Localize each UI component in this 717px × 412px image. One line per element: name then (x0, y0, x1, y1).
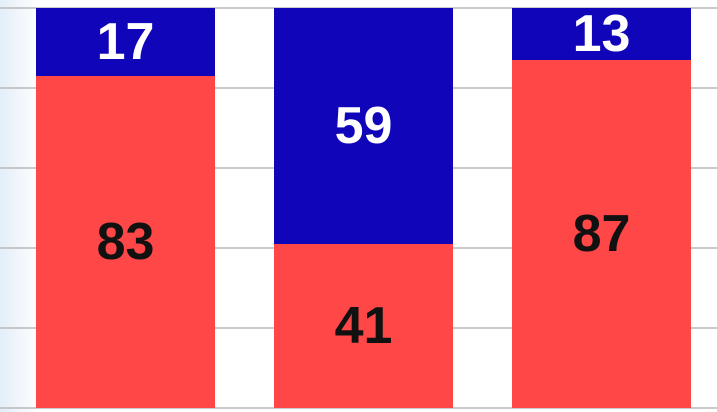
bar-segment (512, 60, 691, 408)
bar-segment (274, 244, 453, 408)
bar-segment (36, 76, 215, 408)
data-label: 17 (97, 13, 155, 71)
data-label: 41 (335, 297, 393, 355)
data-label: 13 (573, 5, 631, 63)
bar-segment (36, 8, 215, 76)
bar-segment (274, 8, 453, 244)
bar-segment (512, 8, 691, 60)
data-label: 87 (573, 205, 631, 263)
data-label: 59 (335, 97, 393, 155)
data-label: 83 (97, 213, 155, 271)
